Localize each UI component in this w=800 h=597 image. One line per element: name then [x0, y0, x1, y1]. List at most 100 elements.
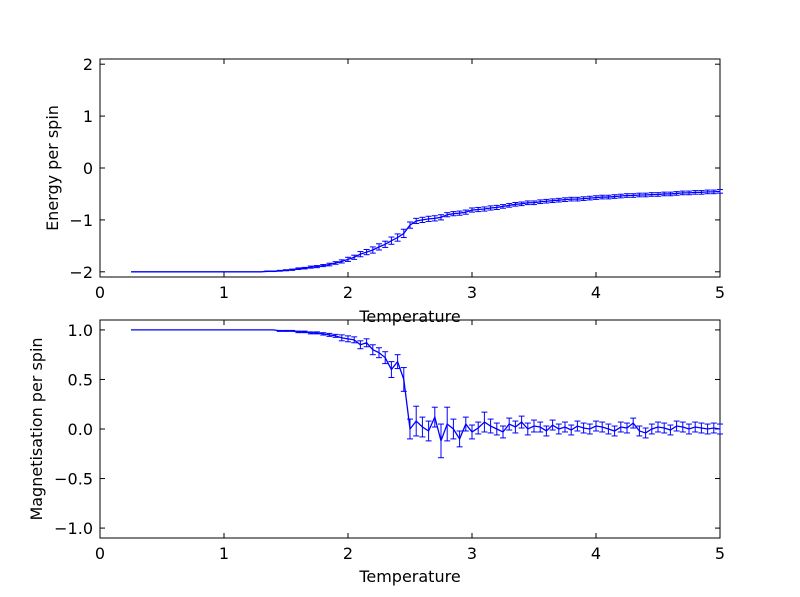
error-bar	[382, 240, 389, 248]
error-bar	[320, 332, 327, 336]
error-bar	[580, 422, 587, 434]
error-bar	[531, 200, 537, 206]
error-bar	[382, 351, 389, 365]
error-bar	[500, 204, 506, 209]
error-bar	[642, 427, 649, 439]
x-tick-label: 3	[467, 544, 477, 563]
error-bar	[512, 202, 519, 207]
y-tick-label: 0	[83, 159, 93, 178]
x-axis-label: Temperature	[358, 567, 460, 586]
y-tick-label: 0.5	[68, 370, 93, 389]
error-bar	[617, 421, 624, 433]
error-bar	[704, 423, 711, 435]
error-bar	[648, 423, 655, 435]
error-bar	[326, 262, 333, 267]
x-tick-label: 5	[715, 283, 725, 302]
error-bar	[493, 422, 500, 436]
x-tick-label: 1	[219, 283, 229, 302]
error-bar	[419, 416, 426, 438]
error-bar	[518, 415, 525, 429]
error-bar	[407, 418, 413, 440]
error-bar	[270, 270, 277, 273]
error-bar	[512, 420, 519, 434]
error-bar	[698, 190, 705, 195]
error-bar	[295, 267, 302, 270]
error-bar	[276, 269, 283, 272]
error-bar	[698, 422, 705, 434]
error-bar	[611, 425, 618, 437]
error-bar	[419, 216, 426, 223]
error-bar	[624, 422, 630, 434]
error-bar	[617, 193, 624, 199]
error-bar	[518, 201, 525, 207]
y-tick-label: 1	[83, 107, 93, 126]
error-bar	[636, 425, 643, 437]
error-bar	[605, 423, 612, 435]
error-bar	[605, 194, 612, 200]
series-line	[131, 329, 721, 444]
error-bar	[593, 195, 599, 200]
error-bar	[630, 193, 637, 198]
error-bar	[462, 209, 469, 215]
x-tick-label: 4	[591, 544, 601, 563]
error-bar	[562, 197, 568, 202]
error-bar	[593, 420, 599, 432]
x-tick-label: 2	[343, 544, 353, 563]
error-bar	[487, 205, 494, 211]
error-bar	[407, 221, 413, 229]
error-bar	[456, 430, 463, 448]
error-bar	[394, 233, 401, 242]
error-bar	[301, 330, 308, 334]
error-bar	[555, 197, 562, 203]
y-tick-label: 2	[83, 55, 93, 74]
error-bar	[568, 424, 575, 436]
error-bar	[549, 419, 556, 431]
error-bar	[332, 333, 339, 338]
error-bar	[376, 243, 382, 251]
error-bar	[438, 423, 444, 459]
error-bar	[543, 425, 550, 437]
error-bar	[686, 423, 692, 435]
y-tick-label: 1.0	[68, 321, 93, 340]
error-bar	[574, 420, 581, 432]
error-bar	[444, 212, 451, 218]
y-axis-label: Magnetisation per spin	[27, 337, 46, 520]
error-bar	[469, 424, 475, 440]
error-bar	[549, 198, 556, 204]
x-tick-label: 3	[467, 283, 477, 302]
error-bar	[301, 266, 308, 270]
error-bar	[264, 270, 271, 273]
error-bar	[704, 189, 711, 195]
error-bar	[320, 264, 327, 268]
error-bar	[624, 193, 630, 198]
series-line	[131, 190, 721, 273]
error-bar	[686, 190, 692, 196]
error-bar	[487, 418, 494, 434]
error-bar	[363, 248, 370, 256]
error-bar	[351, 336, 358, 344]
error-bar	[345, 335, 351, 343]
error-bar	[338, 334, 345, 342]
y-tick-label: −1.0	[54, 519, 93, 538]
error-bar	[314, 265, 320, 269]
error-bar	[636, 192, 643, 198]
error-bar	[481, 411, 488, 433]
error-bar	[679, 421, 686, 433]
y-tick-label: −2	[69, 263, 93, 282]
error-bar	[450, 211, 457, 217]
error-bar	[673, 191, 680, 196]
error-bar	[376, 347, 382, 359]
error-bar	[469, 207, 475, 213]
x-tick-label: 0	[95, 283, 105, 302]
error-bar	[283, 269, 289, 272]
error-bar	[586, 423, 593, 435]
x-tick-label: 2	[343, 283, 353, 302]
error-bar	[475, 206, 482, 213]
error-bar	[586, 195, 593, 201]
y-axis-label: Energy per spin	[43, 105, 62, 231]
error-bar	[388, 236, 395, 245]
error-bar	[369, 344, 376, 356]
error-bar	[338, 259, 345, 264]
error-bar	[425, 215, 432, 222]
error-bar	[332, 261, 339, 265]
